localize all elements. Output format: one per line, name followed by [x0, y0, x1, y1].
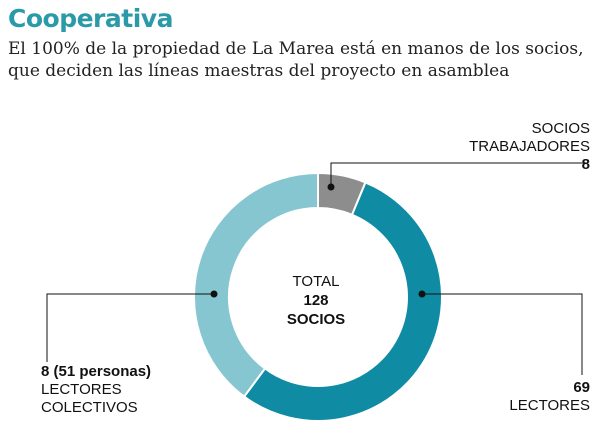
- leader-colectivos: [46, 293, 214, 362]
- label-colectivos-line2: COLECTIVOS: [41, 399, 138, 416]
- dot-trabajadores: [327, 183, 335, 191]
- label-trabajadores-line2: TRABAJADORES: [469, 138, 590, 155]
- value-trabajadores: 8: [582, 156, 590, 173]
- center-total-unit: SOCIOS: [287, 311, 345, 328]
- label-trabajadores-line1: SOCIOS: [532, 120, 590, 137]
- dot-lectores: [418, 290, 426, 298]
- label-colectivos-line1: LECTORES: [41, 381, 122, 398]
- donut-slices: [193, 171, 443, 422]
- center-total-value: 128: [303, 292, 328, 309]
- leader-dots: [210, 183, 426, 298]
- center-total-label: TOTAL: [293, 273, 340, 290]
- leader-lines: [46, 162, 586, 375]
- dot-colectivos: [210, 290, 218, 298]
- leader-trabajadores: [330, 162, 586, 187]
- value-lectores: 69: [573, 379, 590, 396]
- chart-title: Cooperativa: [8, 4, 173, 33]
- leader-lectores: [422, 293, 583, 375]
- value-colectivos: 8 (51 personas): [41, 363, 151, 380]
- slice-lectores: [242, 181, 443, 422]
- chart-subtitle: El 100% de la propiedad de La Marea está…: [8, 39, 584, 81]
- label-lectores: LECTORES: [509, 397, 590, 414]
- slice-lectores-colectivos: [193, 171, 319, 398]
